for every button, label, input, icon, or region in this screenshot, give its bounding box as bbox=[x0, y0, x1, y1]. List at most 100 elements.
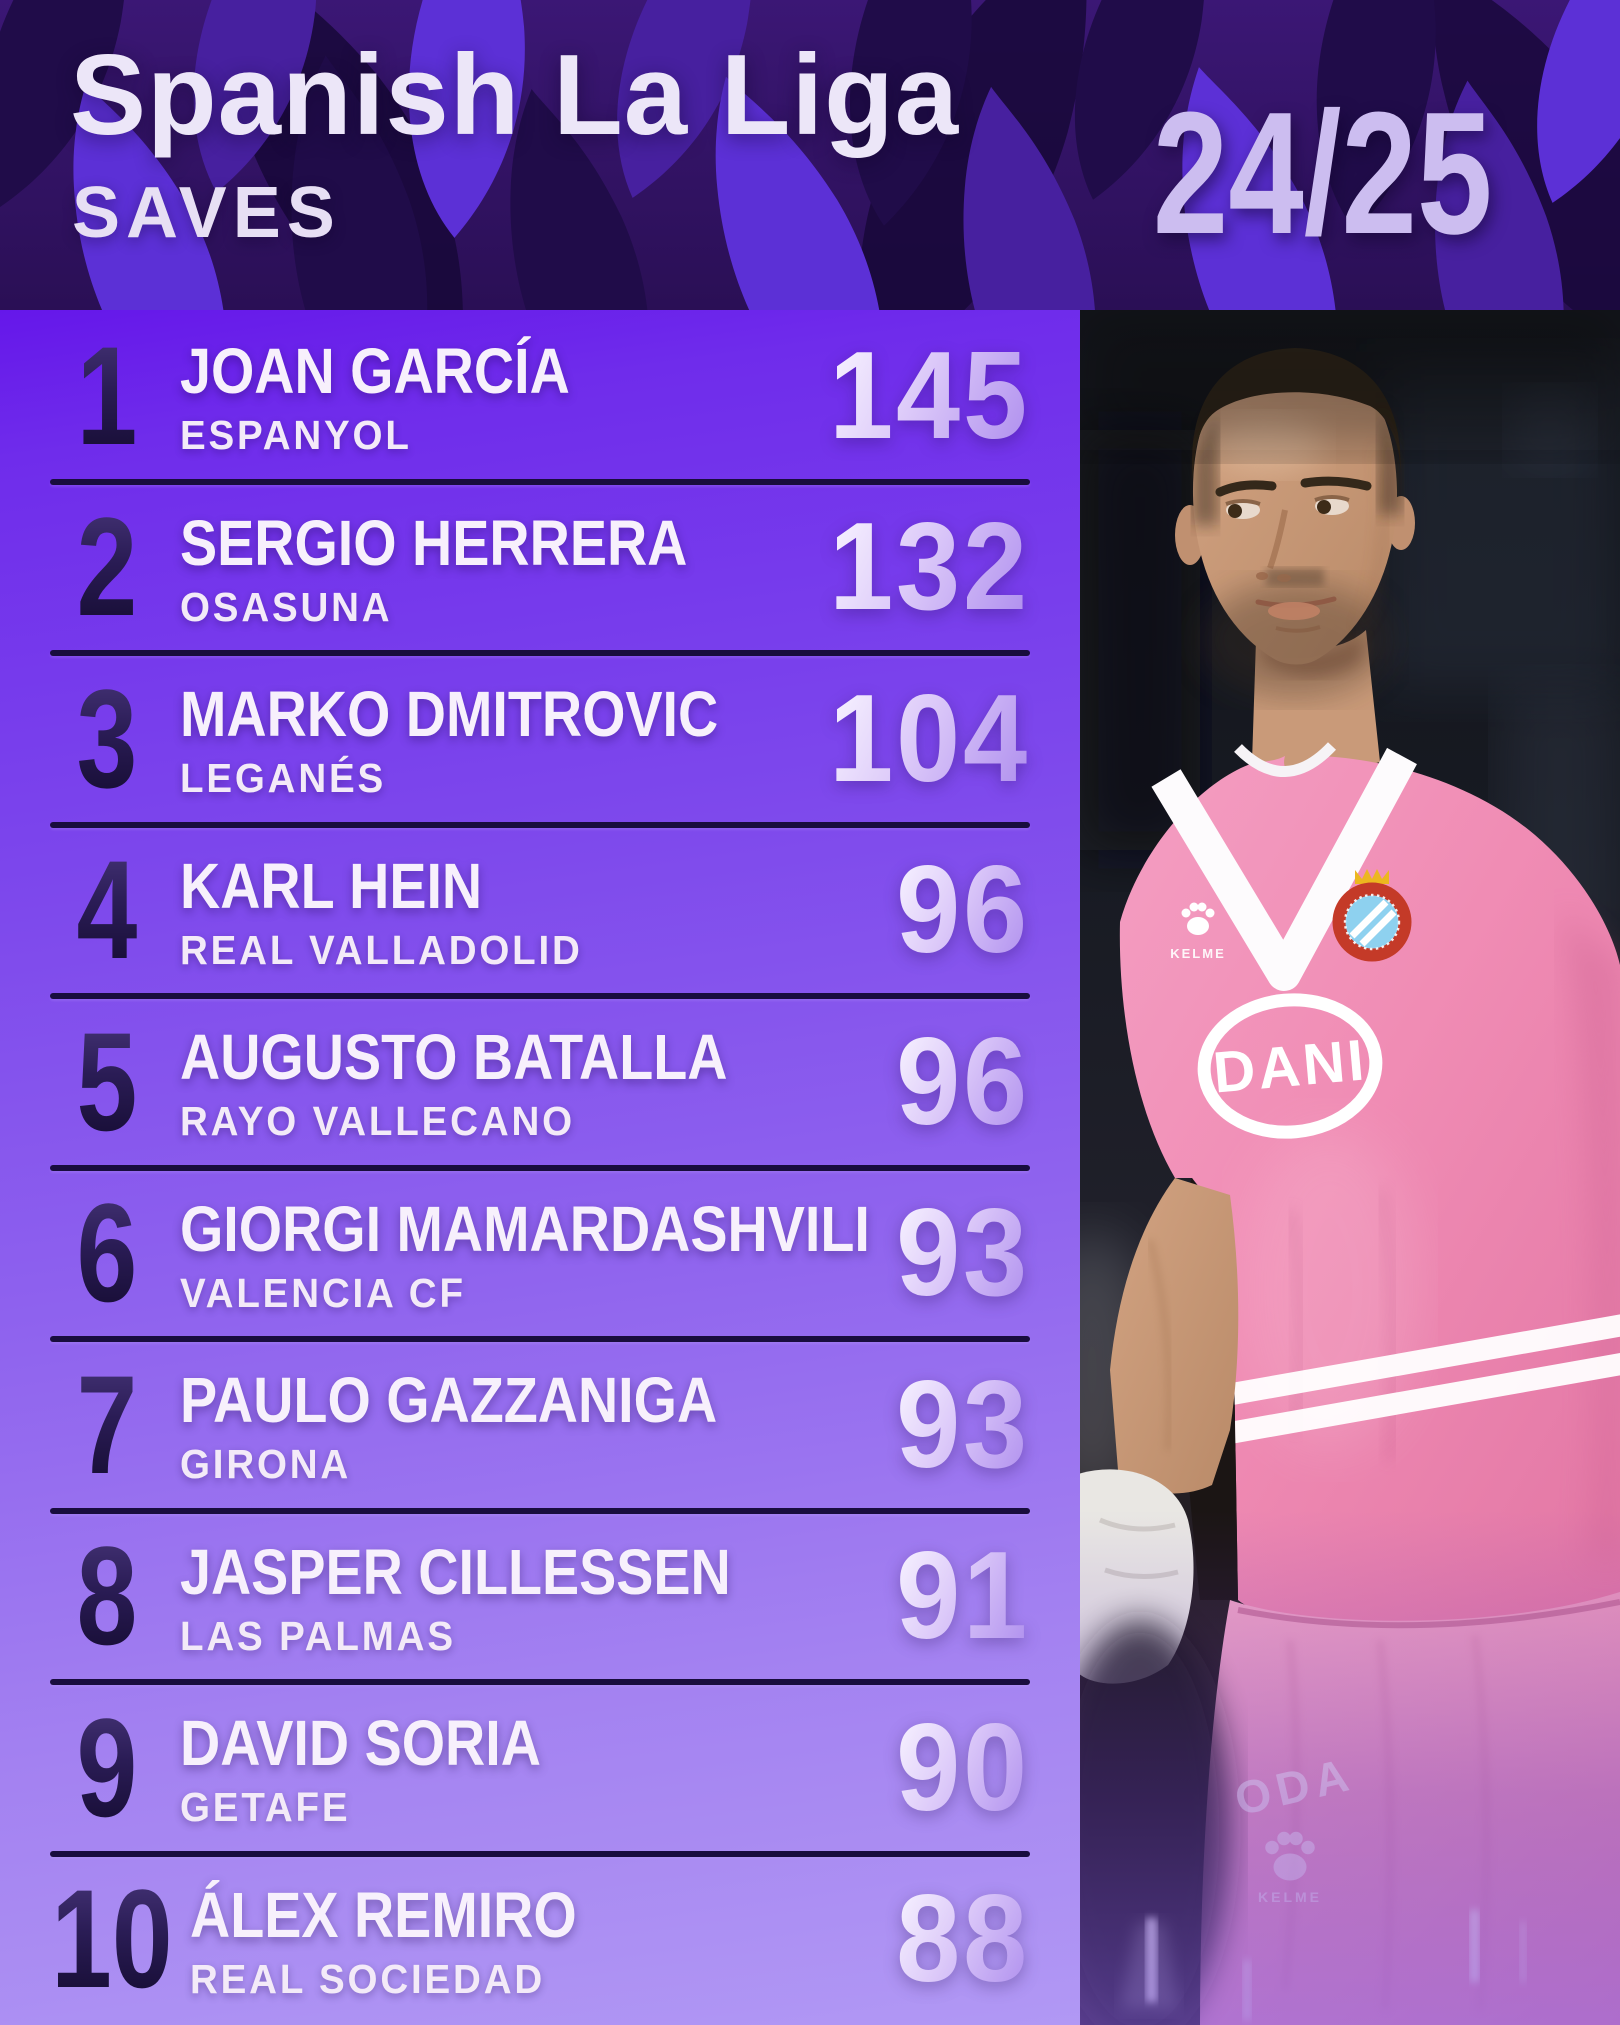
player-team: ESPANYOL bbox=[180, 415, 1080, 456]
saves-number: 88 bbox=[896, 1870, 1030, 2009]
saves-number: 93 bbox=[896, 1355, 1030, 1494]
table-row: 5 AUGUSTO BATALLA RAYO VALLECANO 96 bbox=[0, 996, 1080, 1170]
player-info: AUGUSTO BATALLA RAYO VALLECANO bbox=[180, 1021, 1080, 1142]
player-info: KARL HEIN REAL VALLADOLID bbox=[180, 850, 1080, 971]
rank-cell: 6 bbox=[0, 1183, 180, 1323]
player-name-text: JOAN GARCÍA bbox=[180, 335, 570, 408]
rank-number: 5 bbox=[76, 1002, 138, 1160]
header: Spanish La Liga SAVES 24/25 bbox=[0, 0, 1620, 310]
player-name: ÁLEX REMIRO bbox=[190, 1883, 1080, 1947]
player-team: REAL SOCIEDAD bbox=[190, 1958, 1080, 2000]
table-row: 7 PAULO GAZZANIGA GIRONA 93 bbox=[0, 1339, 1080, 1513]
player-name: DAVID SORIA bbox=[180, 1711, 1080, 1775]
player-team: GETAFE bbox=[180, 1787, 1080, 1828]
player-name: KARL HEIN bbox=[180, 854, 1080, 918]
purple-fade-overlay bbox=[1080, 1510, 1620, 2025]
saves-number: 96 bbox=[896, 841, 1030, 980]
player-team: LEGANÉS bbox=[180, 758, 1080, 799]
player-team: OSASUNA bbox=[180, 586, 1080, 628]
player-name-text: MARKO DMITROVIC bbox=[180, 678, 719, 751]
saves-value: 96 bbox=[886, 1020, 1030, 1144]
player-info: GIORGI MAMARDASHVILI VALENCIA CF bbox=[180, 1193, 1080, 1314]
player-name: GIORGI MAMARDASHVILI bbox=[180, 1197, 1080, 1261]
player-name-text: JASPER CILLESSEN bbox=[180, 1535, 731, 1608]
saves-number: 93 bbox=[896, 1184, 1030, 1323]
kelme-wordmark: KELME bbox=[1170, 946, 1226, 961]
player-info: MARKO DMITROVIC LEGANÉS bbox=[180, 678, 1080, 799]
player-name-text: GIORGI MAMARDASHVILI bbox=[180, 1192, 870, 1265]
saves-value: 91 bbox=[886, 1534, 1030, 1658]
goalkeeper-photo: KELME DANI bbox=[1080, 310, 1620, 2025]
player-name: PAULO GAZZANIGA bbox=[180, 1368, 1080, 1432]
saves-value: 93 bbox=[886, 1363, 1030, 1487]
player-name: JASPER CILLESSEN bbox=[180, 1540, 1080, 1604]
rank-cell: 4 bbox=[0, 840, 180, 980]
saves-value: 88 bbox=[886, 1877, 1030, 2001]
player-name-text: ÁLEX REMIRO bbox=[189, 1878, 577, 1951]
table-row: 8 JASPER CILLESSEN LAS PALMAS 91 bbox=[0, 1511, 1080, 1685]
rank-cell: 2 bbox=[0, 497, 180, 637]
saves-value: 104 bbox=[814, 677, 1030, 801]
jersey-hem-stripes bbox=[1190, 1308, 1620, 1450]
rank-cell: 5 bbox=[0, 1002, 180, 1160]
rank-number: 2 bbox=[76, 488, 138, 646]
rank-cell: 9 bbox=[0, 1688, 180, 1846]
player-info: DAVID SORIA GETAFE bbox=[180, 1707, 1080, 1828]
goalkeeper-illustration: KELME DANI bbox=[1080, 310, 1620, 2025]
rank-number: 10 bbox=[51, 1860, 173, 2018]
player-team-text: GETAFE bbox=[180, 1784, 351, 1831]
table-row: 9 DAVID SORIA GETAFE 90 bbox=[0, 1682, 1080, 1856]
dani-sponsor-text: DANI bbox=[1211, 1027, 1370, 1105]
rank-number: 6 bbox=[76, 1174, 138, 1332]
saves-number: 91 bbox=[896, 1527, 1030, 1666]
player-team: RAYO VALLECANO bbox=[180, 1101, 1080, 1142]
player-team-text: VALENCIA CF bbox=[180, 1269, 466, 1316]
rank-cell: 8 bbox=[0, 1526, 180, 1666]
player-team: GIRONA bbox=[180, 1444, 1080, 1485]
forearm bbox=[1110, 1178, 1239, 1494]
rank-number: 3 bbox=[76, 659, 138, 817]
saves-number: 90 bbox=[896, 1698, 1030, 1837]
player-name-text: SERGIO HERRERA bbox=[180, 506, 688, 579]
eyes bbox=[1225, 495, 1350, 519]
rank-number: 7 bbox=[76, 1345, 138, 1503]
rank-number: 4 bbox=[76, 831, 138, 989]
kelme-paw-icon bbox=[1181, 902, 1215, 935]
page-title: Spanish La Liga bbox=[70, 32, 960, 159]
collar-trim bbox=[1234, 742, 1337, 777]
saves-number: 132 bbox=[829, 498, 1030, 637]
season-badge: 24/25 bbox=[1057, 72, 1492, 273]
rank-number: 9 bbox=[76, 1688, 138, 1846]
jersey-v-stripe bbox=[1151, 747, 1417, 991]
player-team-text: RAYO VALLECANO bbox=[180, 1098, 575, 1145]
rank-number: 8 bbox=[76, 1517, 138, 1675]
player-name-text: PAULO GAZZANIGA bbox=[180, 1364, 718, 1437]
table-row: 4 KARL HEIN REAL VALLADOLID 96 bbox=[0, 825, 1080, 999]
table-row: 2 SERGIO HERRERA OSASUNA 132 bbox=[0, 482, 1080, 656]
player-info: PAULO GAZZANIGA GIRONA bbox=[180, 1364, 1080, 1485]
saves-number: 96 bbox=[896, 1012, 1030, 1151]
table-row: 1 JOAN GARCÍA ESPANYOL 145 bbox=[0, 310, 1080, 484]
player-team-text: GIRONA bbox=[180, 1441, 352, 1488]
player-info: JASPER CILLESSEN LAS PALMAS bbox=[180, 1536, 1080, 1657]
player-info: SERGIO HERRERA OSASUNA bbox=[180, 507, 1080, 628]
stat-category: SAVES bbox=[72, 173, 341, 253]
table-row: 10 ÁLEX REMIRO REAL SOCIEDAD 88 bbox=[0, 1854, 1080, 2025]
dani-sponsor-logo: DANI bbox=[1197, 993, 1383, 1139]
player-team-text: LAS PALMAS bbox=[180, 1612, 456, 1659]
player-name-text: AUGUSTO BATALLA bbox=[180, 1021, 728, 1094]
leaderboard: 1 JOAN GARCÍA ESPANYOL 145 2 SERGIO HERR… bbox=[0, 310, 1080, 2025]
rank-cell: 3 bbox=[0, 659, 180, 817]
header-leaf-pattern bbox=[0, 0, 1620, 310]
player-team-text: LEGANÉS bbox=[180, 755, 387, 802]
player-team-text: REAL VALLADOLID bbox=[180, 926, 583, 973]
rank-cell: 7 bbox=[0, 1345, 180, 1503]
eyebrows bbox=[1215, 480, 1277, 497]
saves-value: 90 bbox=[886, 1706, 1030, 1830]
rank-number: 1 bbox=[76, 316, 138, 474]
saves-value: 145 bbox=[814, 334, 1030, 458]
player-name: AUGUSTO BATALLA bbox=[180, 1025, 1080, 1089]
saves-value: 93 bbox=[886, 1191, 1030, 1315]
player-info: ÁLEX REMIRO REAL SOCIEDAD bbox=[190, 1879, 1080, 2000]
player-name-text: DAVID SORIA bbox=[180, 1707, 541, 1780]
